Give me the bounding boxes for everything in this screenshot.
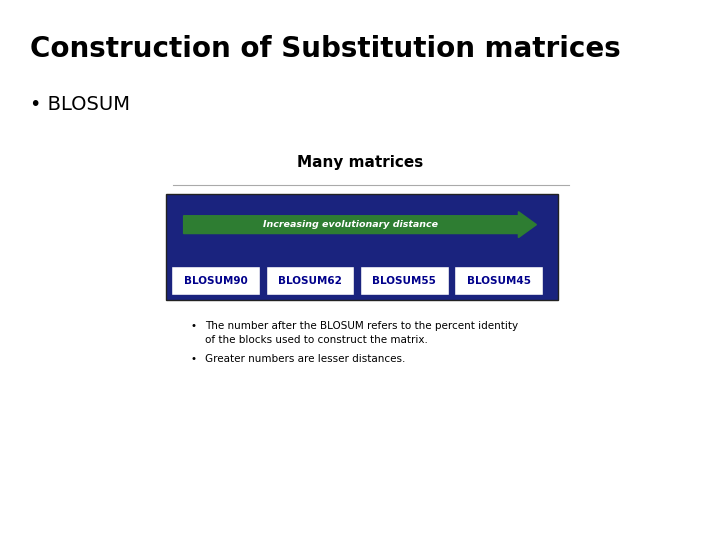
Text: BLOSUM90: BLOSUM90 (184, 275, 248, 286)
FancyBboxPatch shape (454, 266, 543, 295)
Text: • BLOSUM: • BLOSUM (30, 94, 130, 113)
Text: BLOSUM45: BLOSUM45 (467, 275, 531, 286)
FancyBboxPatch shape (166, 194, 558, 300)
Text: •: • (191, 321, 197, 332)
Text: Many matrices: Many matrices (297, 155, 423, 170)
Text: BLOSUM62: BLOSUM62 (278, 275, 342, 286)
Text: Construction of Substitution matrices: Construction of Substitution matrices (30, 35, 621, 63)
FancyArrow shape (184, 212, 536, 238)
FancyBboxPatch shape (266, 266, 354, 295)
FancyBboxPatch shape (171, 266, 260, 295)
Text: Increasing evolutionary distance: Increasing evolutionary distance (264, 220, 438, 229)
Text: BLOSUM55: BLOSUM55 (372, 275, 436, 286)
FancyBboxPatch shape (360, 266, 449, 295)
Text: •: • (191, 354, 197, 364)
Text: The number after the BLOSUM refers to the percent identity
of the blocks used to: The number after the BLOSUM refers to th… (205, 321, 518, 345)
Text: Greater numbers are lesser distances.: Greater numbers are lesser distances. (205, 354, 405, 364)
